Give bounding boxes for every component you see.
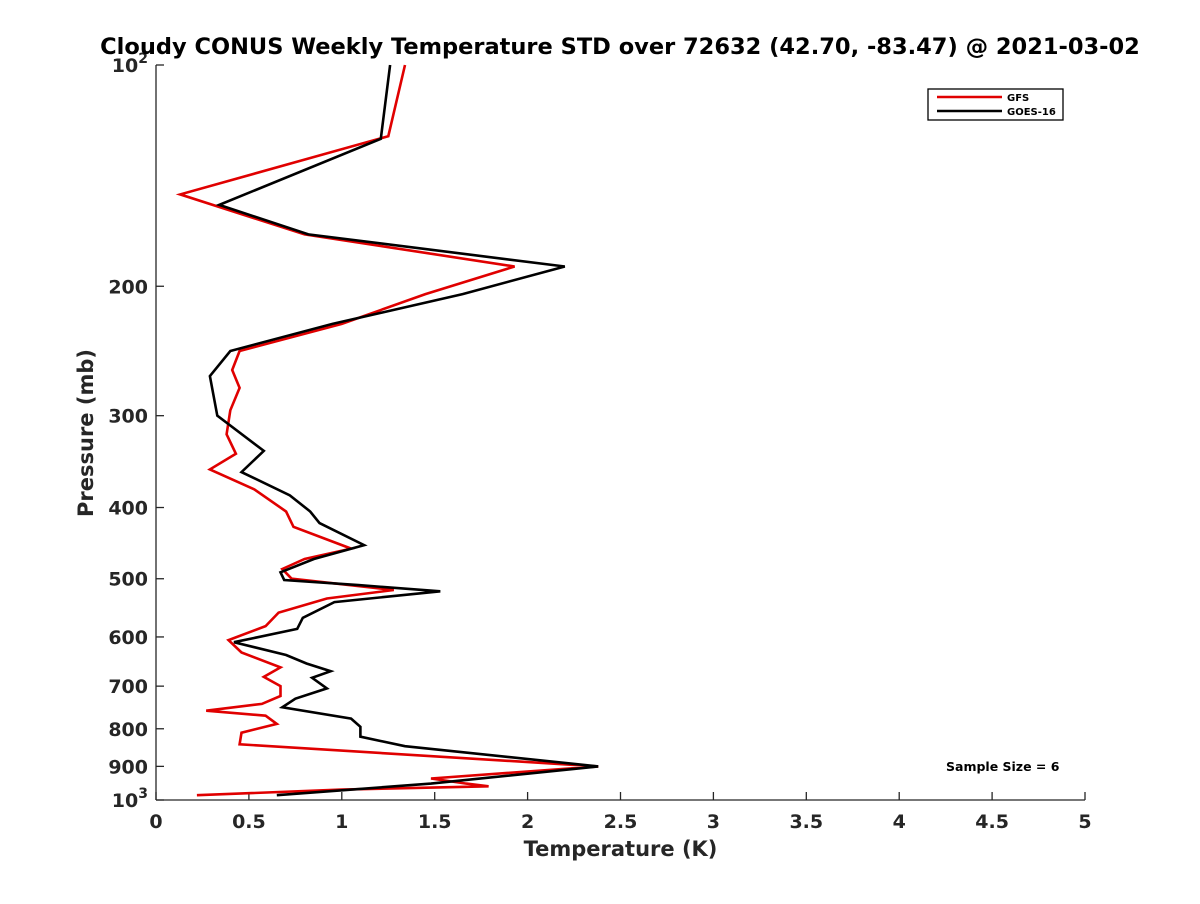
- legend-label-gfs: GFS: [1007, 93, 1029, 104]
- y-tick-label: 500: [108, 569, 148, 591]
- series-line-gfs: [175, 64, 599, 797]
- legend-label-goes-16: GOES-16: [1007, 107, 1056, 118]
- series-line-goes-16: [208, 64, 599, 797]
- y-tick-label: 300: [108, 406, 148, 428]
- y-tick-label: 600: [108, 627, 148, 649]
- legend-box: [927, 88, 1064, 121]
- y-tick-label: 800: [108, 719, 148, 741]
- x-tick-label: 1.5: [418, 811, 452, 833]
- x-tick-label: 3.5: [789, 811, 823, 833]
- y-tick-label: 102: [112, 51, 148, 77]
- y-tick-label: 400: [108, 498, 148, 520]
- x-tick-label: 4.5: [975, 811, 1009, 833]
- x-tick-label: 5: [1078, 811, 1091, 833]
- y-axis-title: Pressure (mb): [74, 349, 98, 517]
- x-tick-label: 2: [521, 811, 534, 833]
- x-tick-label: 0: [149, 811, 162, 833]
- y-tick-label: 103: [112, 786, 148, 812]
- legend: GFS GOES-16: [927, 88, 1064, 121]
- y-tick-label: 900: [108, 756, 148, 778]
- x-tick-label: 2.5: [604, 811, 638, 833]
- x-tick-label: 0.5: [232, 811, 266, 833]
- x-tick-label: 3: [707, 811, 720, 833]
- x-axis-title: Temperature (K): [524, 837, 718, 861]
- y-tick-label: 200: [108, 276, 148, 298]
- sample-size-annotation: Sample Size = 6: [946, 759, 1060, 774]
- x-tick-label: 1: [335, 811, 348, 833]
- x-tick-label: 4: [893, 811, 906, 833]
- chart-title: Cloudy CONUS Weekly Temperature STD over…: [100, 34, 1140, 60]
- y-tick-label: 700: [108, 676, 148, 698]
